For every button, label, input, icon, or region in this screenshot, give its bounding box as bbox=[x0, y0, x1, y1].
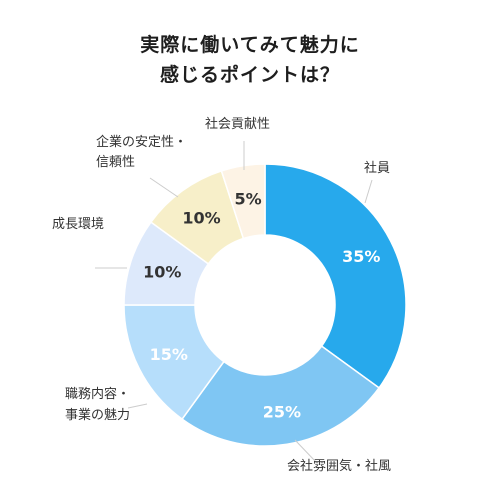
callout-label-6-line-1: 社会貢献性 bbox=[205, 116, 270, 132]
callout-label-1-line-1: 社員 bbox=[364, 160, 390, 176]
callout-leader-line-5 bbox=[149, 177, 179, 198]
callout-leader-line-2 bbox=[294, 439, 317, 463]
slice-value-label-4: 10% bbox=[143, 263, 181, 282]
callout-leader-line-1 bbox=[364, 179, 373, 204]
chart-title-line-2: 感じるポイントは？ bbox=[159, 64, 340, 86]
callout-label-4-line-1: 成長環境 bbox=[52, 217, 104, 232]
donut-slice-1 bbox=[264, 163, 407, 389]
callout-label-3-line-2: 事業の魅力 bbox=[65, 407, 130, 423]
slice-value-label-3: 15% bbox=[150, 345, 188, 364]
callout-label-5-line-1: 企業の安定性・ bbox=[96, 134, 187, 150]
callout-label-2-line-1: 会社雰囲気・社風 bbox=[287, 458, 391, 474]
slice-value-label-1: 35% bbox=[342, 247, 380, 266]
callout-label-3-line-1: 職務内容・ bbox=[65, 386, 130, 402]
donut-slice-2 bbox=[181, 345, 381, 447]
slice-value-label-2: 25% bbox=[263, 403, 301, 422]
donut-slice-6 bbox=[220, 163, 266, 240]
callout-leader-line-3 bbox=[127, 403, 148, 409]
slice-value-label-6: 5% bbox=[235, 189, 262, 208]
chart-title-line-1: 実際に働いてみて魅力に bbox=[140, 34, 360, 56]
callout-label-5-line-2: 信頼性 bbox=[96, 155, 135, 170]
chart-title: 実際に働いてみて魅力に 感じるポイントは？ bbox=[0, 30, 500, 90]
slice-value-label-5: 10% bbox=[182, 209, 220, 228]
